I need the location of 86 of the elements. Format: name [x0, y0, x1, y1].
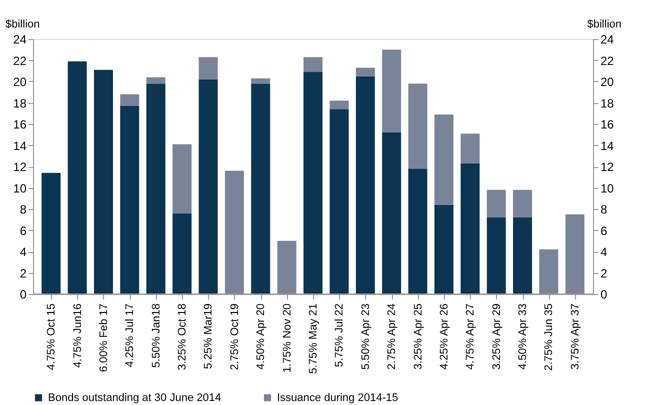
bar [42, 172, 61, 294]
bar [94, 70, 113, 294]
bar [486, 218, 506, 294]
y2-axis-title: $billion [587, 18, 622, 30]
y-tick-label: 2 [20, 266, 27, 280]
y-tick-label: 6 [20, 224, 27, 238]
x-tick-label: 4.75% Apr 27 [464, 304, 477, 370]
bar [434, 114, 454, 205]
x-tick-label: 2.75% Jun 35 [543, 304, 556, 371]
y2-tick-label: 20 [600, 75, 614, 89]
bar [251, 84, 270, 294]
bar [434, 204, 454, 294]
x-tick-label: 5.50% Apr 23 [360, 304, 372, 370]
y-tick-label: 10 [13, 181, 27, 196]
y2-tick-label: 0 [600, 288, 608, 302]
y2-tick-label: 10 [600, 181, 614, 196]
bar [146, 84, 166, 294]
bar [330, 100, 349, 110]
x-tick-label: 4.75% Jun16 [72, 304, 84, 368]
x-tick-label: 5.75% May 21 [308, 304, 320, 374]
legend-label: Bonds outstanding at 30 June 2014 [48, 392, 222, 404]
bar [539, 249, 558, 294]
bar [408, 84, 428, 169]
bar [382, 132, 402, 294]
y2-tick-label: 22 [600, 54, 614, 68]
y2-tick-label: 4 [600, 245, 608, 259]
y-tick-label: 8 [20, 202, 27, 216]
bar [68, 61, 87, 294]
x-tick-label: 4.50% Apr 20 [255, 304, 268, 370]
y2-tick-label: 8 [600, 202, 608, 216]
bar [460, 134, 480, 164]
x-tick-label: 5.50% Jan18 [150, 304, 162, 368]
bar [382, 50, 402, 132]
bar [330, 109, 349, 294]
y2-tick-label: 18 [600, 96, 614, 110]
y-tick-label: 14 [13, 138, 27, 153]
bar [513, 190, 532, 218]
y2-tick-label: 14 [600, 138, 614, 153]
y-tick-label: 24 [13, 32, 27, 46]
bar [120, 94, 140, 106]
x-tick-label: 5.75% Jul 22 [334, 304, 346, 368]
x-tick-label: 6.00% Feb 17 [98, 304, 110, 372]
y2-tick-label: 12 [600, 160, 614, 174]
y-tick-label: 16 [13, 118, 27, 132]
x-tick-label: 3.25% Apr 29 [490, 304, 503, 370]
y-tick-label: 22 [13, 54, 27, 68]
y2-tick-label: 6 [600, 224, 608, 238]
bar [251, 78, 270, 84]
x-tick-label: 3.25% Oct 18 [176, 304, 189, 370]
bar [356, 76, 375, 294]
y-tick-label: 4 [20, 245, 27, 259]
y2-tick-label: 2 [600, 266, 608, 280]
x-tick-label: 2.75% Oct 19 [228, 304, 241, 370]
x-tick-label: 2.75% Apr 24 [386, 304, 398, 370]
y-axis-title: $billion [6, 18, 40, 30]
bar [172, 144, 192, 214]
x-tick-label: 3.25% Apr 25 [412, 304, 424, 370]
bar [304, 72, 322, 294]
bar [146, 77, 166, 84]
bar [513, 218, 532, 294]
x-tick-label: 4.25% Jul 17 [124, 304, 136, 368]
y-tick-label: 12 [13, 160, 27, 174]
bar [460, 163, 480, 294]
bar [224, 170, 244, 294]
y-tick-label: 18 [13, 96, 27, 110]
bar [408, 168, 428, 294]
y2-tick-label: 24 [600, 32, 614, 46]
y-tick-label: 20 [13, 75, 27, 89]
legend-label: Issuance during 2014-15 [277, 392, 398, 404]
x-tick-label: 3.75% Apr 37 [569, 304, 582, 370]
x-tick-label: 4.25% Apr 26 [438, 304, 450, 370]
bar [277, 240, 296, 294]
y2-tick-label: 16 [600, 118, 614, 132]
bar [198, 79, 218, 294]
bar [356, 68, 375, 76]
bar [172, 213, 192, 294]
bar [565, 214, 584, 294]
bar [198, 57, 218, 80]
x-tick-label: 4.75% Oct 15 [46, 304, 58, 370]
bar [120, 106, 140, 294]
x-tick-label: 1.75% Nov 20 [281, 304, 294, 373]
y-tick-label: 0 [20, 288, 27, 302]
x-tick-label: 4.50% Apr 33 [517, 304, 530, 370]
bar [304, 57, 322, 72]
x-tick-label: 5.25% Mar19 [202, 304, 215, 369]
bar [486, 190, 506, 218]
